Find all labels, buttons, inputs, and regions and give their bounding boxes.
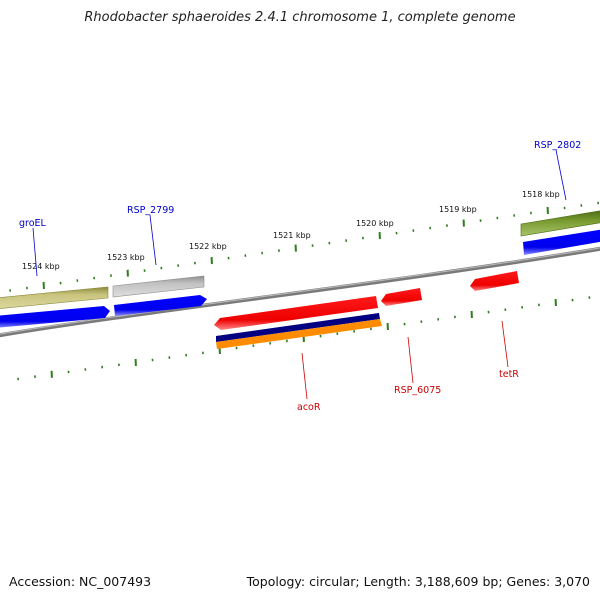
tick-label-1520: 1520 kbp xyxy=(356,219,394,228)
tick-label-1523: 1523 kbp xyxy=(107,253,145,262)
tick-row-top xyxy=(9,201,600,292)
map-title: Rhodobacter sphaeroides 2.4.1 chromosome… xyxy=(84,10,516,25)
tick-label-1519: 1519 kbp xyxy=(439,205,477,214)
gene-rsp2802[interactable] xyxy=(520,210,600,237)
label-rsp6075[interactable]: RSP_6075 xyxy=(394,385,441,396)
label-tetR[interactable]: tetR xyxy=(499,369,519,380)
leader-tetR xyxy=(501,320,509,368)
cds-acoR[interactable] xyxy=(214,296,378,330)
gene-acoR-orange[interactable] xyxy=(216,319,382,349)
gene-rsp2799[interactable] xyxy=(112,275,205,298)
tick-label-1524: 1524 kbp xyxy=(22,262,60,271)
label-rsp2799[interactable]: RSP_2799 xyxy=(127,205,174,216)
cds-rsp2802[interactable] xyxy=(523,229,600,255)
cds-tetR[interactable] xyxy=(470,271,519,291)
genome-summary-text: Topology: circular; Length: 3,188,609 bp… xyxy=(246,574,590,589)
tick-row-bottom xyxy=(17,296,591,381)
leader-rsp2799 xyxy=(149,214,157,266)
label-rsp2802[interactable]: RSP_2802 xyxy=(534,140,581,151)
tick-label-1518: 1518 kbp xyxy=(522,190,560,199)
cds-rsp2799[interactable] xyxy=(114,295,207,316)
tick-label-1522: 1522 kbp xyxy=(189,242,227,251)
leader-rsp6075 xyxy=(407,336,414,384)
cds-groEL[interactable] xyxy=(0,306,110,328)
gene-acoR-navy[interactable] xyxy=(216,313,380,342)
gene-groEL[interactable] xyxy=(0,286,109,309)
leader-rsp2802 xyxy=(555,149,567,201)
accession-text: Accession: NC_007493 xyxy=(9,574,152,589)
label-acoR[interactable]: acoR xyxy=(297,402,321,413)
cds-rsp6075[interactable] xyxy=(381,288,422,306)
tick-label-1521: 1521 kbp xyxy=(273,231,311,240)
genome-backbone-highlight xyxy=(0,247,600,335)
genome-backbone xyxy=(0,246,600,338)
leader-acoR xyxy=(301,352,308,400)
label-groEL[interactable]: groEL xyxy=(19,218,47,229)
leader-groEL xyxy=(32,227,38,277)
